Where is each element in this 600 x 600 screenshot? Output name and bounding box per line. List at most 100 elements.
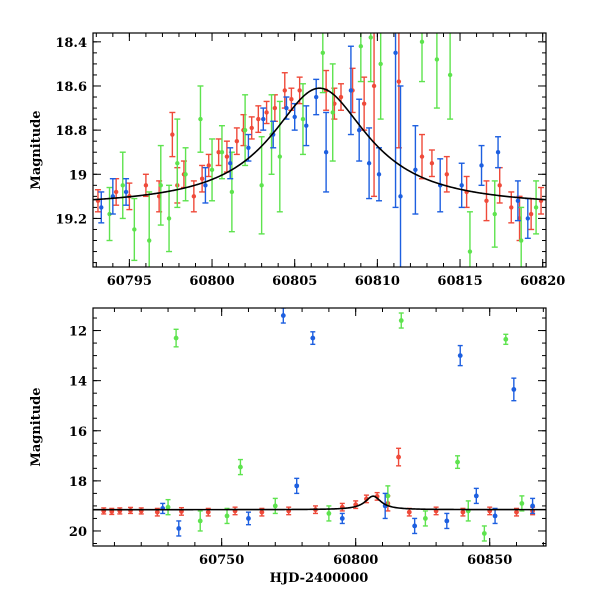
- bottom-data-point-green: [481, 525, 487, 542]
- bottom-data-point-green: [173, 328, 179, 348]
- top-data-point-red: [215, 138, 222, 167]
- top-panel-frame: [92, 32, 547, 268]
- bottom-data-point-green: [165, 498, 171, 516]
- top-data-point-red: [419, 133, 426, 180]
- top-data-point-blue: [260, 107, 267, 131]
- top-data-point-red: [190, 180, 197, 213]
- bottom-data-point-blue: [511, 377, 517, 402]
- top-data-point-red: [233, 127, 240, 156]
- top-data-point-red: [361, 76, 368, 131]
- top-plot-area: [93, 33, 546, 267]
- top-data-point-red: [496, 166, 503, 204]
- top-x-tick-label: 60815: [437, 274, 482, 289]
- bottom-data-point-red: [232, 506, 238, 516]
- bottom-data-point-green: [519, 495, 525, 512]
- bottom-data-point-blue: [530, 497, 536, 515]
- top-data-point-blue: [227, 147, 234, 180]
- top-data-point-blue: [392, 33, 399, 209]
- top-data-point-blue: [397, 85, 404, 267]
- bottom-data-point-blue: [160, 502, 166, 515]
- top-data-point-red: [263, 100, 270, 125]
- top-data-point-green: [357, 33, 364, 83]
- top-x-tick-label: 60810: [355, 274, 400, 289]
- bottom-fit-curve: [93, 495, 546, 511]
- bottom-panel: 60750 60800 60850 12 14 16 18 20 Magnitude HJD-…: [29, 307, 547, 586]
- top-x-tick-label: 60820: [520, 274, 565, 289]
- top-data-point-green: [466, 211, 473, 267]
- top-data-point-blue: [109, 177, 116, 215]
- top-data-point-red: [528, 197, 535, 231]
- bottom-panel-frame: [92, 307, 547, 547]
- bottom-x-tick-label: 60850: [467, 553, 512, 568]
- bottom-y-tick-label: 20: [69, 525, 87, 540]
- top-data-point-blue: [478, 144, 485, 187]
- top-fit-curve: [93, 87, 546, 201]
- bottom-x-tick-label: 60800: [333, 553, 378, 568]
- top-data-point-green: [367, 33, 374, 83]
- top-data-point-red: [205, 153, 212, 178]
- top-y-tick-label: 18.6: [55, 80, 87, 95]
- top-data-point-green: [242, 94, 249, 167]
- top-data-point-blue: [412, 125, 419, 215]
- top-data-point-red: [288, 87, 295, 111]
- bottom-x-tick-label: 60750: [199, 553, 244, 568]
- top-data-point-green: [533, 180, 540, 235]
- top-data-point-red: [483, 180, 490, 222]
- top-data-point-green: [518, 206, 525, 267]
- top-y-tick-label: 18.8: [55, 124, 87, 139]
- top-data-point-red: [337, 83, 344, 111]
- top-data-point-green: [182, 147, 189, 202]
- bottom-data-point-red: [487, 506, 493, 516]
- bottom-data-point-red: [396, 447, 402, 467]
- top-data-point-green: [491, 180, 498, 248]
- bottom-data-point-blue: [294, 477, 300, 495]
- top-y-tick-label: 19.2: [55, 212, 87, 227]
- bottom-data-point-red: [138, 507, 144, 515]
- bottom-data-point-green: [326, 505, 332, 522]
- bottom-data-point-blue: [280, 308, 286, 324]
- top-data-point-red: [463, 175, 470, 209]
- top-data-point-green: [119, 151, 126, 220]
- top-data-point-green: [258, 136, 265, 235]
- top-data-point-blue: [98, 191, 105, 224]
- top-data-point-blue: [366, 127, 373, 200]
- top-data-point-blue: [291, 102, 298, 131]
- top-x-tick-label: 60795: [107, 274, 152, 289]
- top-x-tick-label: 60805: [272, 274, 317, 289]
- top-data-point-green: [319, 33, 326, 94]
- bottom-data-point-green: [197, 510, 203, 532]
- top-data-point-green: [174, 118, 181, 209]
- top-data-point-blue: [202, 166, 209, 204]
- top-data-point-green: [228, 151, 235, 233]
- bottom-y-tick-label: 16: [69, 425, 87, 440]
- top-data-point-red: [248, 116, 255, 140]
- top-data-point-blue: [514, 180, 521, 222]
- top-x-tick-label: 60800: [189, 274, 234, 289]
- top-data-point-green: [447, 33, 454, 120]
- bottom-data-point-blue: [339, 512, 345, 525]
- top-data-point-red: [271, 94, 278, 123]
- bottom-data-point-blue: [412, 517, 418, 535]
- bottom-y-tick-label: 14: [69, 375, 87, 390]
- bottom-data-point-red: [286, 506, 292, 516]
- bottom-data-point-green: [224, 507, 230, 525]
- bottom-data-point-green: [422, 510, 428, 527]
- bottom-data-point-red: [117, 507, 123, 515]
- bottom-data-point-blue: [382, 492, 388, 520]
- top-y-axis-label: Magnitude: [29, 110, 44, 189]
- top-data-point-blue: [458, 162, 465, 209]
- top-data-point-red: [199, 164, 206, 193]
- top-data-point-blue: [376, 147, 383, 202]
- bottom-y-tick-label: 12: [69, 325, 87, 340]
- bottom-data-point-red: [178, 506, 184, 516]
- bottom-axis-ticks: 60750 60800 60850 12 14 16 18 20: [69, 308, 546, 568]
- top-data-point-green: [131, 197, 138, 262]
- top-y-tick-label: 19: [69, 168, 87, 183]
- top-panel: 60795 60800 60805 60810 60815 60820 18.4 18.6 18…: [29, 32, 565, 289]
- bottom-data-point-blue: [245, 511, 251, 526]
- top-data-point-blue: [347, 45, 354, 136]
- bottom-data-point-green: [272, 497, 278, 515]
- bottom-data-point-green: [455, 455, 461, 470]
- top-data-point-green: [157, 144, 164, 226]
